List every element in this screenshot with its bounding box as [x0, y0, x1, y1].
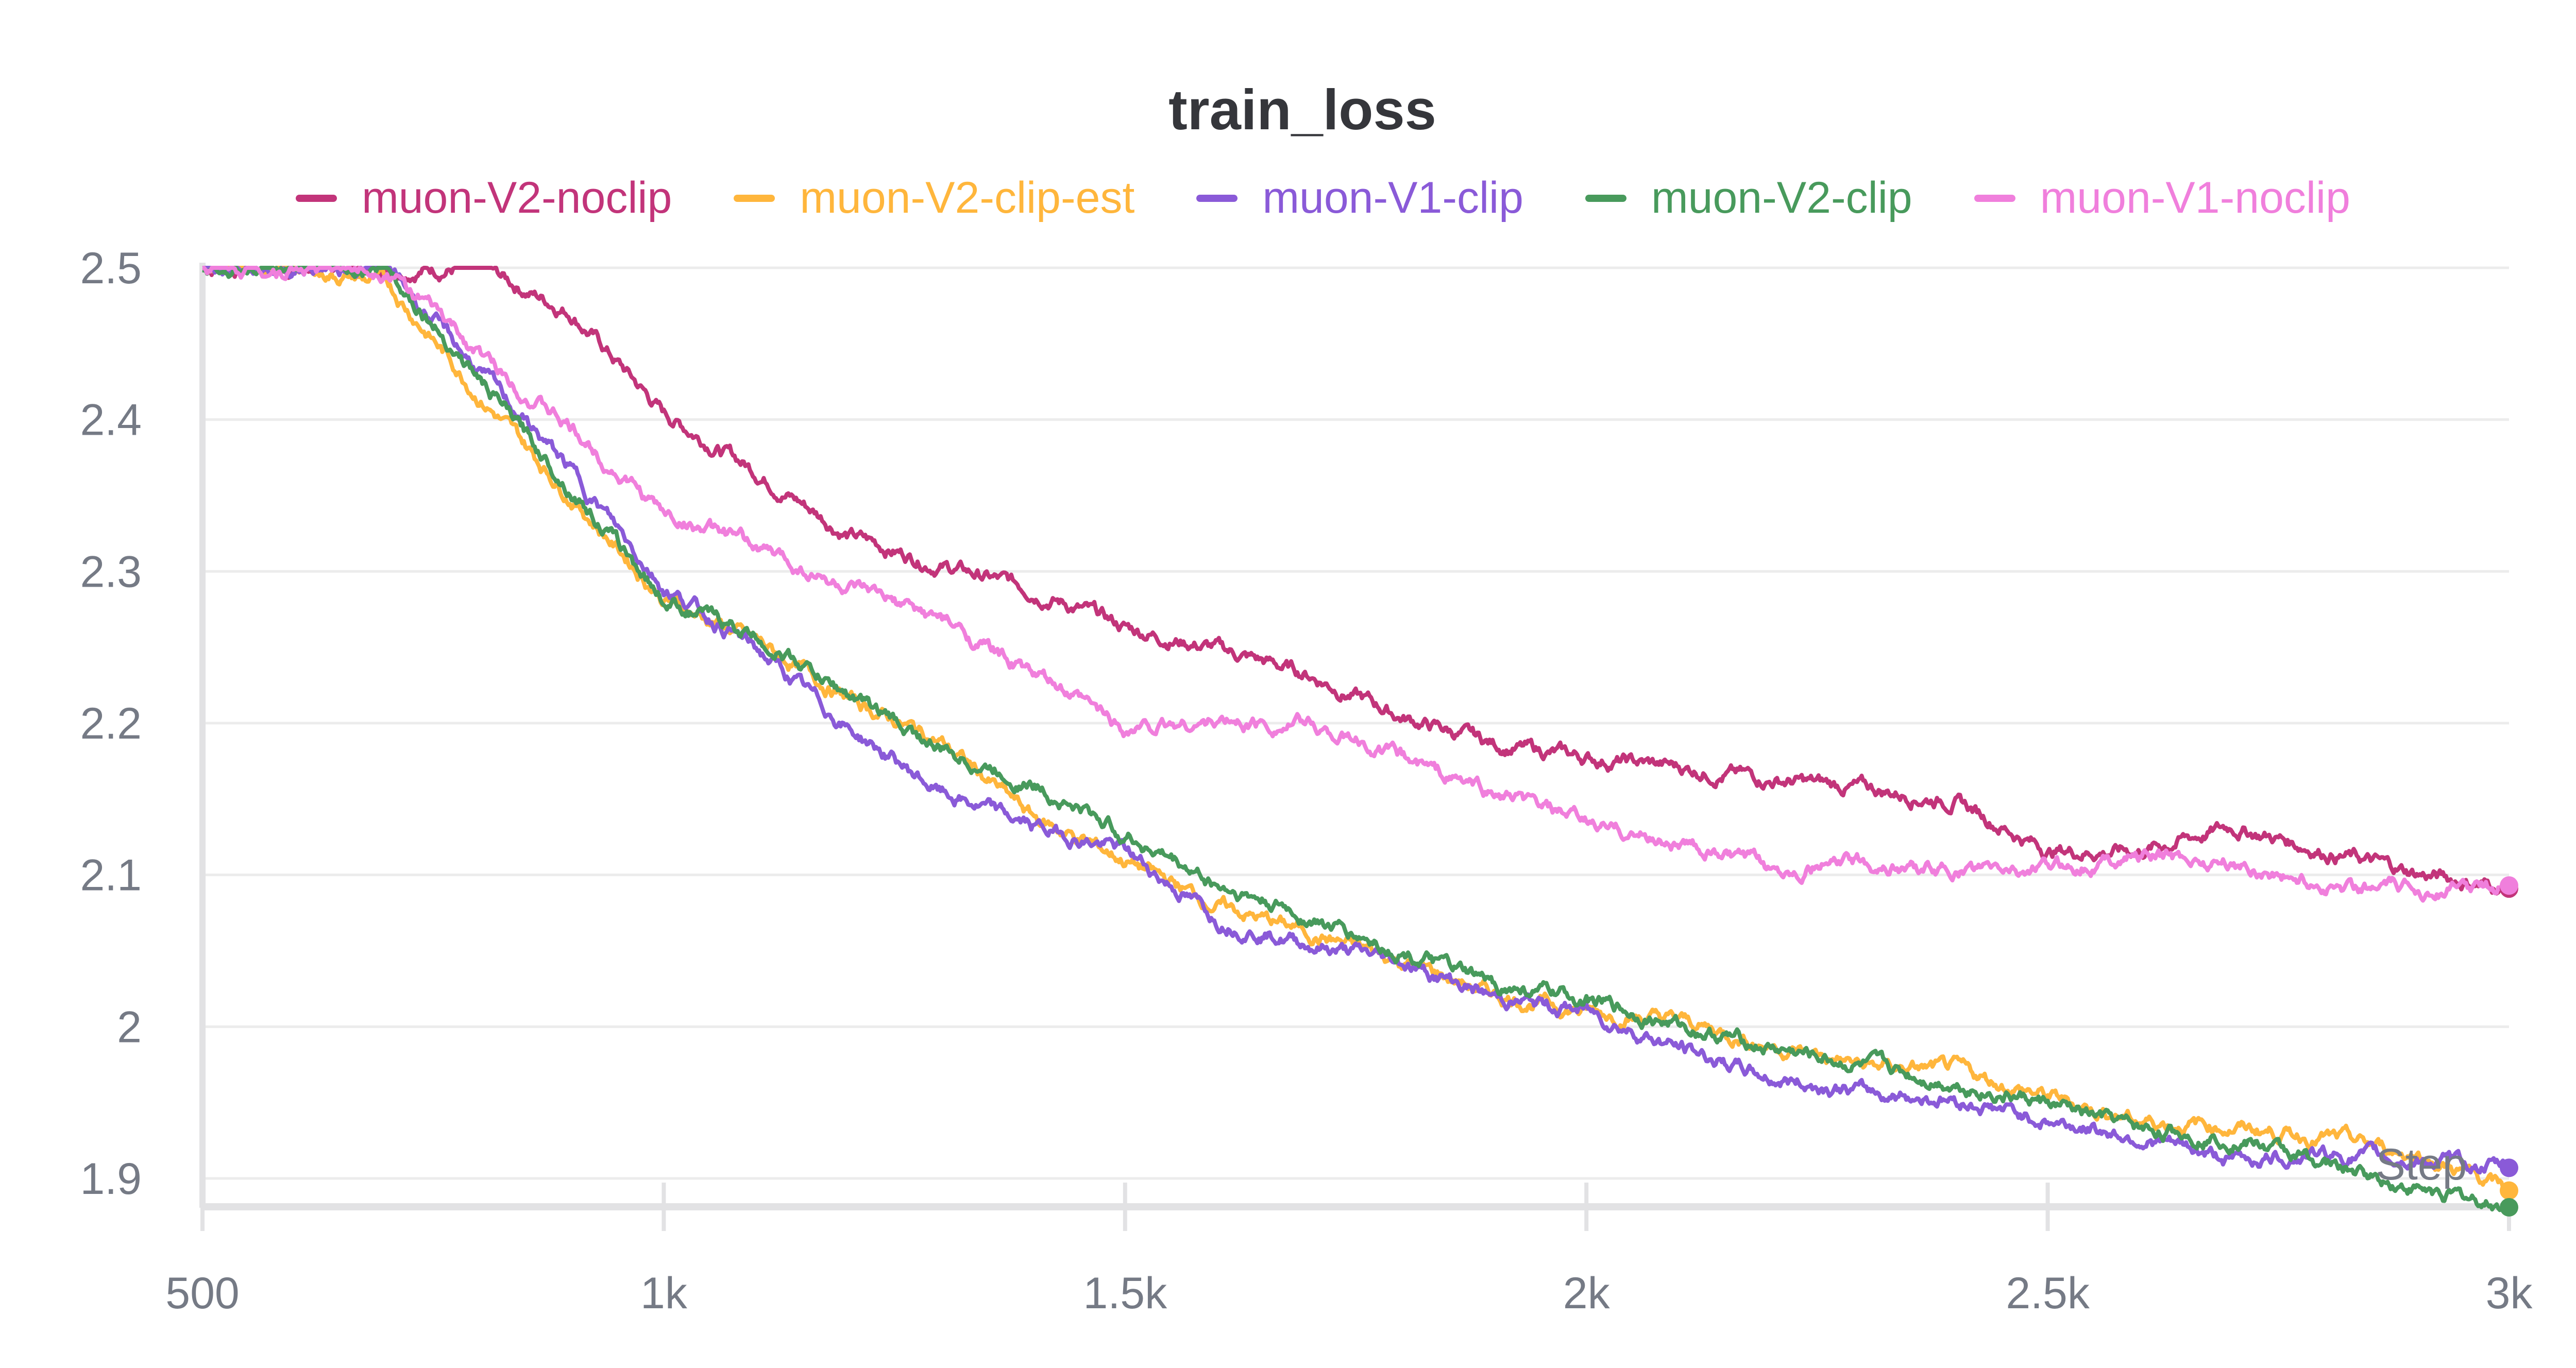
series-endpoint-muon-V1-clip [2500, 1158, 2518, 1177]
y-tick-label: 2.1 [80, 851, 142, 900]
series-endpoint-muon-V1-noclip [2500, 876, 2518, 895]
legend-item[interactable]: muon-V1-clip [1196, 173, 1523, 224]
chart-title: train_loss [1168, 78, 1436, 142]
x-tick-label: 1k [640, 1269, 688, 1318]
legend-item[interactable]: muon-V1-noclip [1974, 173, 2350, 224]
legend-swatch [734, 194, 775, 202]
x-tick-label: 2k [1563, 1269, 1611, 1318]
legend-item[interactable]: muon-V2-clip [1585, 173, 1912, 224]
y-tick-label: 2.4 [80, 396, 142, 445]
y-tick-label: 2 [117, 1002, 142, 1052]
legend-label: muon-V1-noclip [2040, 173, 2350, 223]
y-tick-label: 2.5 [80, 244, 142, 293]
legend-item[interactable]: muon-V2-clip-est [734, 173, 1134, 224]
legend-label: muon-V1-clip [1262, 173, 1523, 223]
series-line-muon-V2-clip [202, 266, 2511, 1216]
legend-swatch [1196, 194, 1238, 202]
series-line-muon-V2-noclip [202, 266, 2511, 896]
series-endpoint-muon-V2-clip-est [2500, 1181, 2518, 1200]
legend-label: muon-V2-clip [1651, 173, 1912, 223]
legend: muon-V2-noclip muon-V2-clip-est muon-V1-cl… [0, 173, 2576, 224]
legend-item[interactable]: muon-V2-noclip [296, 173, 672, 224]
x-tick-label: 2.5k [2006, 1269, 2090, 1318]
x-axis-label: Step [2376, 1140, 2467, 1189]
x-tick-label: 1.5k [1083, 1269, 1168, 1318]
legend-swatch [296, 194, 337, 202]
series-line-muon-V2-clip-est [202, 266, 2511, 1196]
legend-swatch [1585, 194, 1626, 202]
legend-swatch [1974, 194, 2015, 202]
y-tick-label: 2.2 [80, 699, 142, 748]
x-tick-label: 500 [165, 1269, 240, 1318]
series-line-muon-V1-noclip [202, 266, 2511, 903]
legend-label: muon-V2-clip-est [800, 173, 1135, 223]
y-tick-label: 1.9 [80, 1154, 142, 1204]
series-line-muon-V1-clip [202, 266, 2511, 1175]
y-tick-label: 2.3 [80, 547, 142, 596]
x-tick-label: 3k [2486, 1269, 2533, 1318]
series-endpoint-muon-V2-clip [2500, 1198, 2518, 1217]
legend-label: muon-V2-noclip [362, 173, 672, 223]
